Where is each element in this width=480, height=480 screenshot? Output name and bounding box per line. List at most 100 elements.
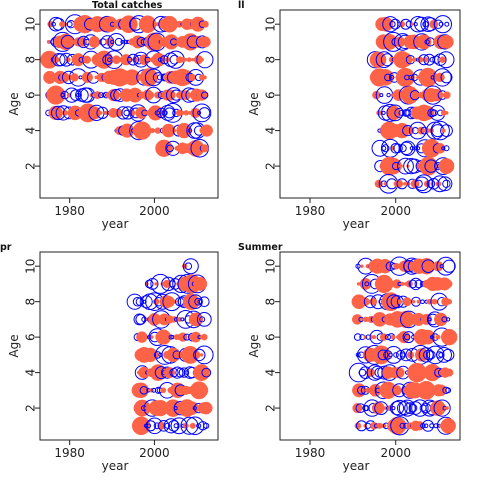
bubble-negative	[171, 366, 184, 379]
bubble-negative	[425, 345, 445, 365]
bubble-negative	[413, 146, 418, 151]
bubble-positive	[146, 91, 155, 99]
bubble-positive	[411, 57, 417, 63]
bubble-positive	[393, 366, 405, 379]
bubble-negative	[440, 124, 453, 138]
bubble-positive	[199, 36, 211, 48]
bubble-positive	[435, 384, 447, 397]
bubble-negative	[430, 75, 435, 80]
bubble-negative	[52, 53, 66, 67]
bubble-positive	[439, 56, 446, 63]
bubble-positive	[430, 368, 440, 378]
x-tick-label: 1980	[54, 446, 85, 460]
bubble-negative	[389, 21, 396, 28]
bubble-positive	[65, 57, 71, 63]
bubble-negative	[203, 422, 210, 429]
bubble-negative	[443, 145, 450, 152]
bubble-negative	[442, 179, 451, 189]
bubble-positive	[189, 422, 196, 429]
bubble-negative	[196, 312, 212, 327]
bubble-negative	[107, 33, 126, 51]
bubble-positive	[445, 368, 454, 377]
y-tick-label: 6	[264, 333, 278, 341]
panel-1: 1980 2000 2 4 6 8 10 year Age Total catches	[7, 0, 219, 231]
bubble-negative	[432, 55, 441, 64]
bubble-negative	[391, 399, 408, 417]
bubble-negative	[444, 21, 450, 27]
bubble-positive	[193, 276, 208, 291]
y-tick-label: 8	[264, 56, 278, 64]
bubble-positive	[183, 57, 188, 62]
y-tick-label: 2	[24, 404, 38, 412]
bubble-positive	[89, 75, 94, 80]
x-tick-label: 2000	[380, 446, 411, 460]
bubble-negative	[355, 352, 361, 358]
bubble-positive	[105, 37, 114, 47]
x-tick-label: 2000	[380, 204, 411, 218]
bubble-positive	[399, 164, 403, 168]
bubble-positive	[200, 57, 204, 62]
bubble-negative	[64, 87, 80, 103]
bubble-positive	[99, 111, 103, 115]
bubble-negative	[353, 333, 362, 341]
x-axis-label: year	[102, 217, 129, 231]
bubble-negative	[114, 37, 123, 46]
x-axis-label: year	[343, 459, 370, 473]
bubble-negative	[384, 73, 392, 82]
bubble-negative	[107, 57, 112, 63]
panel-3: 1980 2000 2 4 6 8 10 year Age pr	[0, 242, 219, 473]
bubble-negative	[430, 120, 450, 141]
bubble-positive	[130, 21, 136, 27]
bubble-negative	[123, 109, 130, 117]
bubble-negative	[194, 297, 203, 306]
bubble-positive	[420, 329, 436, 345]
bubble-negative	[431, 175, 449, 193]
bubble-negative	[199, 296, 210, 308]
y-tick-label: 10	[264, 17, 278, 32]
plot-frame	[279, 9, 461, 199]
bubble-negative	[446, 317, 451, 322]
bubble-positive	[439, 34, 454, 49]
bubble-negative	[166, 144, 174, 153]
bubbles	[126, 258, 214, 436]
bubble-positive	[406, 299, 412, 304]
bubble-positive	[394, 179, 404, 189]
bubble-negative	[427, 108, 437, 118]
x-tick-label: 2000	[139, 446, 170, 460]
bubble-positive	[189, 73, 196, 81]
bubble-positive	[204, 388, 209, 393]
bubble-negative	[388, 352, 393, 358]
bubble-positive	[365, 299, 371, 304]
bubble-positive	[392, 279, 402, 289]
y-axis-label: Age	[247, 334, 261, 357]
bubble-positive	[66, 92, 72, 98]
x-tick-label: 1980	[295, 446, 326, 460]
bubble-negative	[192, 103, 212, 123]
bubble-positive	[196, 89, 208, 101]
bubble-negative	[198, 421, 208, 431]
bubble-negative	[199, 316, 206, 323]
bubble-negative	[163, 107, 175, 119]
panel-title: ll	[238, 0, 245, 11]
y-tick-label: 4	[24, 127, 38, 135]
x-tick-label: 2000	[139, 204, 170, 218]
plot-frame	[39, 251, 219, 441]
y-tick-label: 4	[24, 369, 38, 377]
bubble-negative	[442, 348, 455, 362]
bubble-negative	[162, 292, 182, 312]
bubble-negative	[201, 367, 212, 378]
panel-2: 1980 2000 2 4 6 8 10 year Age ll	[238, 0, 461, 231]
y-tick-label: 10	[24, 259, 38, 274]
x-axis-label: year	[343, 217, 370, 231]
bubble-negative	[409, 16, 427, 33]
bubble-positive	[372, 335, 377, 340]
bubble-positive	[82, 55, 92, 64]
y-tick-label: 4	[264, 127, 278, 135]
plot-frame	[279, 251, 461, 441]
bubble-positive	[162, 279, 171, 288]
bubble-negative	[380, 138, 400, 158]
bubble-negative	[127, 53, 140, 66]
bubble-negative	[437, 51, 455, 69]
bubble-positive	[359, 277, 372, 290]
bubble-positive	[351, 314, 363, 325]
